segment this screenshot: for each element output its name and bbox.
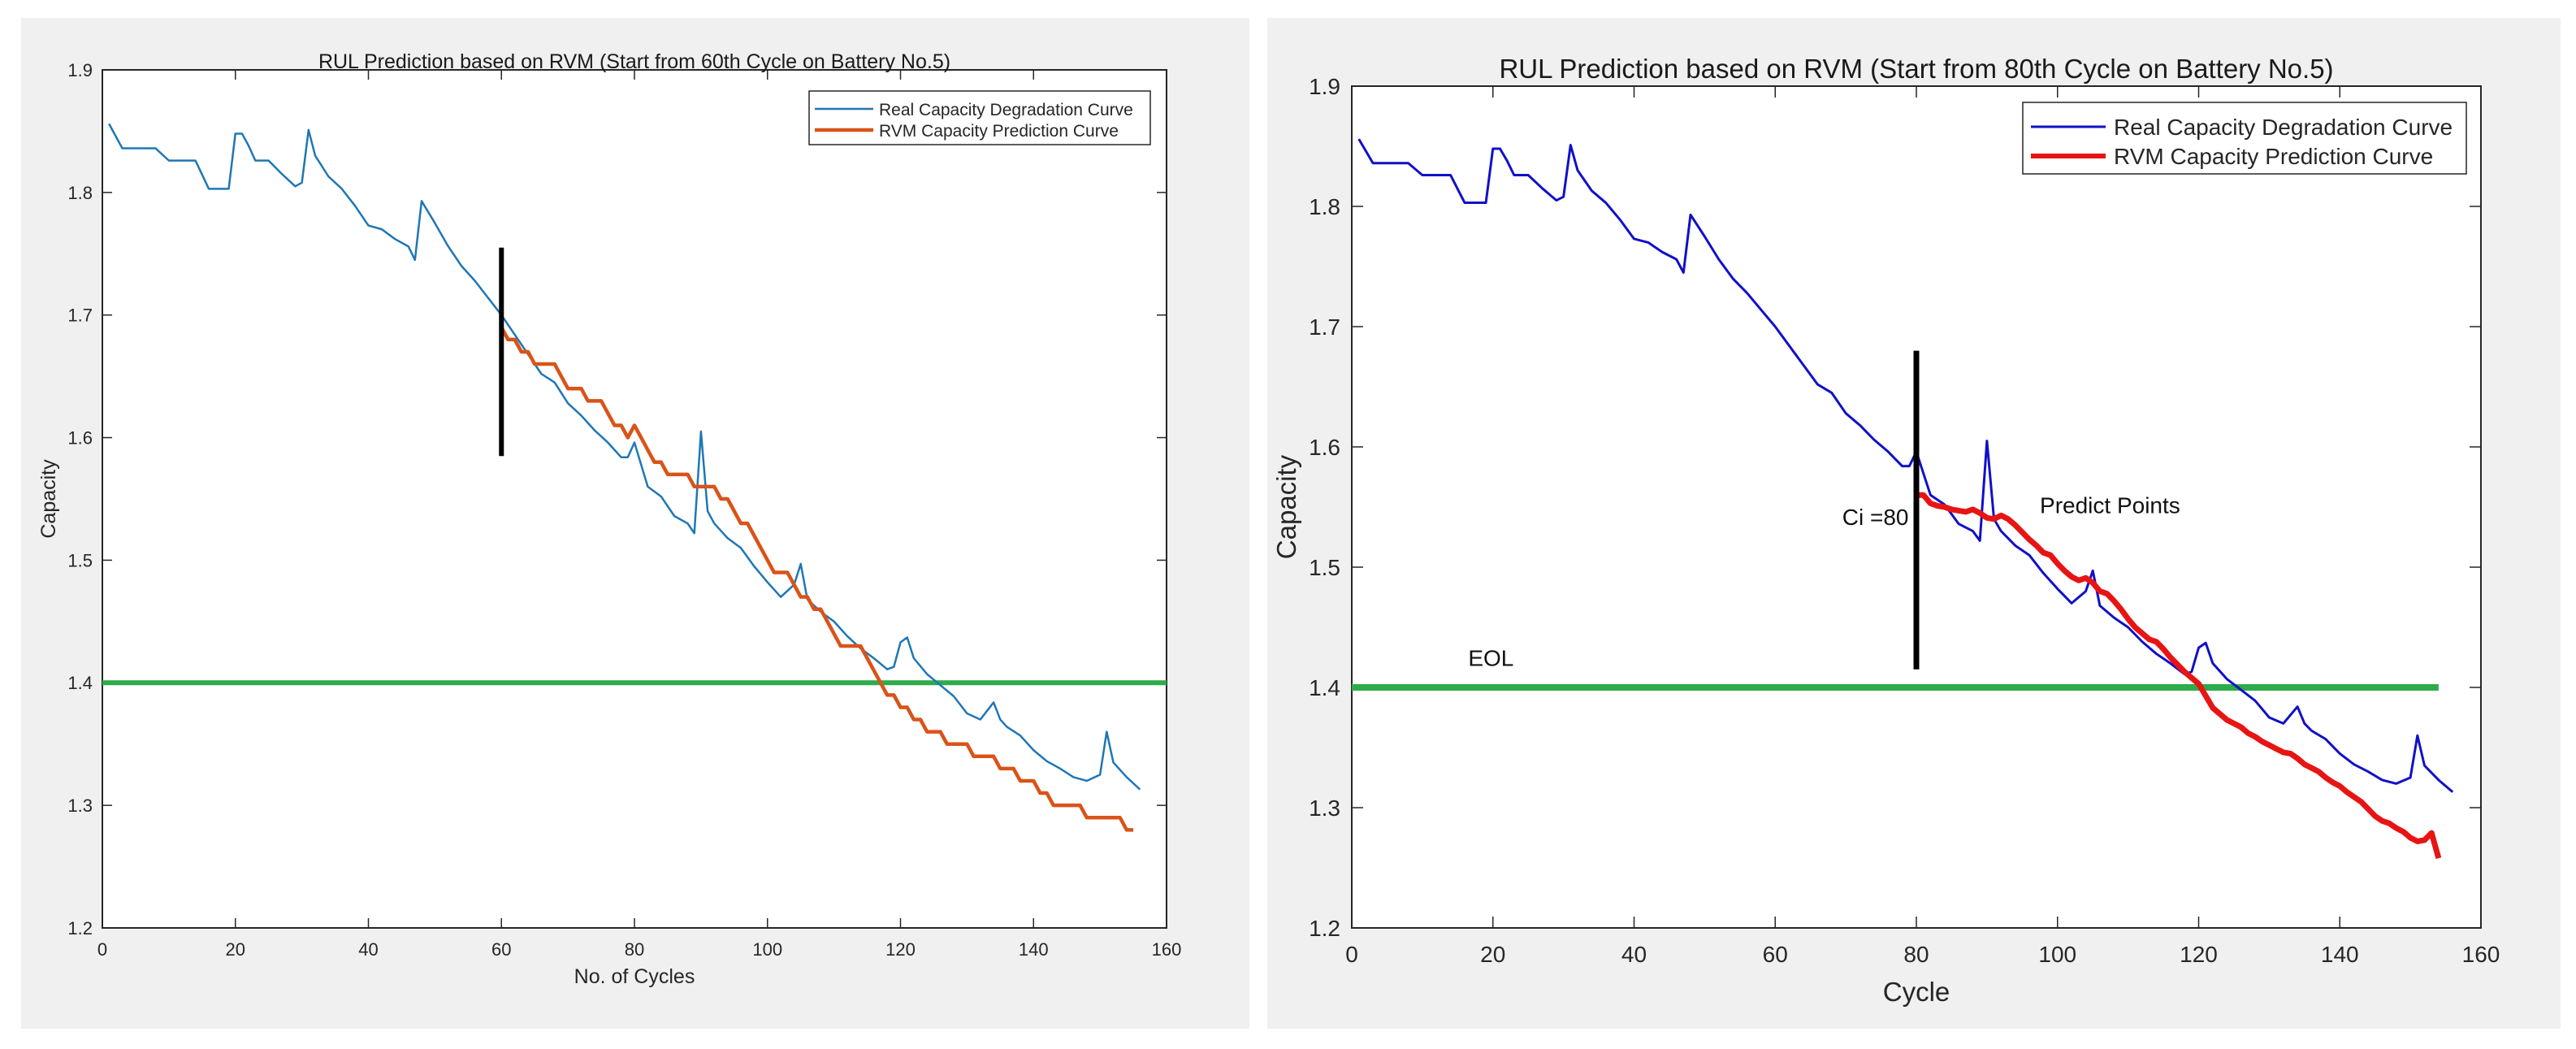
- x-tick-label: 20: [1480, 942, 1505, 967]
- annotation-label: EOL: [1468, 645, 1513, 670]
- x-tick-label: 100: [752, 939, 782, 960]
- y-tick-label: 1.6: [67, 427, 93, 448]
- rvm-prediction-line: [1916, 492, 2442, 860]
- right-legend: Real Capacity Degradation Curve RVM Capa…: [2022, 102, 2467, 175]
- y-tick-label: 1.6: [1309, 435, 1340, 460]
- x-tick-label: 120: [885, 939, 916, 960]
- x-tick-label: 160: [2462, 942, 2500, 967]
- x-tick-label: 0: [1345, 942, 1358, 967]
- y-tick-label: 1.3: [67, 795, 93, 816]
- x-tick-label: 20: [226, 939, 245, 960]
- right-axis-ticks: 0 20 40 60 80 100 120 140 160 1.2 1.3 1.4 1.5 1.6 1.7 1…: [1309, 74, 2500, 967]
- x-tick-label: 0: [97, 939, 107, 960]
- y-tick-label: 1.7: [67, 306, 93, 326]
- left-real-series: [108, 123, 1141, 791]
- right-legend-real-label: Real Capacity Degradation Curve: [2114, 115, 2453, 140]
- right-x-axis-label: Cycle: [1883, 977, 1950, 1007]
- left-pred-series: [500, 326, 1134, 832]
- y-tick-label: 1.5: [1309, 555, 1340, 580]
- left-plot-area: [102, 69, 1167, 929]
- y-tick-label: 1.7: [1309, 314, 1340, 340]
- left-chart-title: RUL Prediction based on RVM (Start from …: [318, 50, 950, 73]
- y-tick-label: 1.4: [67, 673, 93, 693]
- y-tick-label: 1.2: [1309, 916, 1340, 941]
- right-annotations: Ci =80 Predict Points EOL: [1468, 492, 2180, 670]
- right-legend-box: [2022, 102, 2467, 175]
- left-panel: 0 20 40 60 80 100 120 140 160 1.2 1.3 1.4 1.5 1.6 1.7 1…: [21, 18, 1249, 1029]
- real-capacity-line: [108, 123, 1141, 791]
- left-legend-pred-label: RVM Capacity Prediction Curve: [879, 122, 1119, 141]
- y-tick-label: 1.8: [1309, 194, 1340, 219]
- x-tick-label: 40: [358, 939, 378, 960]
- annotation-label: Predict Points: [2040, 492, 2180, 518]
- y-tick-label: 1.8: [67, 183, 93, 203]
- left-y-axis-label: Capacity: [37, 459, 60, 539]
- left-legend-box: [808, 90, 1151, 145]
- right-real-series: [1357, 138, 2454, 793]
- y-tick-label: 1.5: [67, 550, 93, 570]
- left-legend-real-label: Real Capacity Degradation Curve: [879, 101, 1133, 119]
- x-tick-label: 120: [2180, 942, 2218, 967]
- x-tick-label: 40: [1621, 942, 1647, 967]
- y-tick-label: 1.9: [67, 60, 93, 80]
- real-capacity-line: [1357, 138, 2454, 793]
- annotation-label: Ci =80: [1842, 505, 1909, 530]
- left-x-axis-label: No. of Cycles: [574, 965, 695, 988]
- y-tick-label: 1.9: [1309, 74, 1340, 99]
- right-panel: 0 20 40 60 80 100 120 140 160 1.2 1.3 1.4 1.5 1.6 1.7 1…: [1267, 18, 2561, 1029]
- left-legend: Real Capacity Degradation Curve RVM Capa…: [808, 90, 1151, 145]
- left-axis-ticks: 0 20 40 60 80 100 120 140 160 1.2 1.3 1.4 1.5 1.6 1.7 1…: [67, 60, 1181, 960]
- x-tick-label: 100: [2038, 942, 2076, 967]
- x-tick-label: 140: [1019, 939, 1049, 960]
- right-y-axis-label: Capacity: [1271, 454, 1301, 559]
- right-chart-title: RUL Prediction based on RVM (Start from …: [1499, 54, 2333, 84]
- y-tick-label: 1.3: [1309, 795, 1340, 821]
- y-tick-label: 1.2: [67, 918, 93, 938]
- x-tick-label: 60: [491, 939, 511, 960]
- rvm-prediction-line: [500, 326, 1134, 832]
- right-legend-pred-label: RVM Capacity Prediction Curve: [2114, 144, 2433, 169]
- right-pred-series: [1916, 492, 2442, 860]
- x-tick-label: 80: [625, 939, 644, 960]
- y-tick-label: 1.4: [1309, 675, 1340, 700]
- x-tick-label: 60: [1763, 942, 1788, 967]
- x-tick-label: 140: [2321, 942, 2359, 967]
- x-tick-label: 80: [1903, 942, 1929, 967]
- x-tick-label: 160: [1152, 939, 1182, 960]
